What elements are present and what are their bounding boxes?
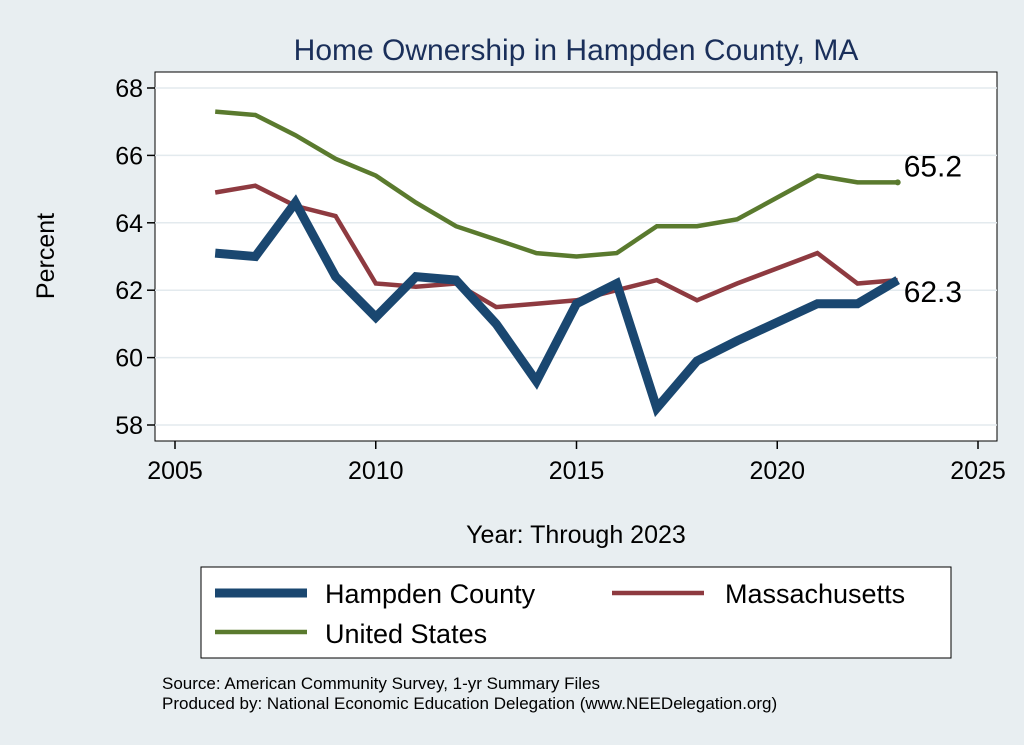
x-tick-label: 2020 — [749, 457, 805, 485]
y-tick-label: 60 — [115, 345, 143, 373]
legend: Hampden County Massachusetts United Stat… — [200, 566, 952, 659]
x-tick-label: 2015 — [549, 457, 605, 485]
legend-label-massachusetts: Massachusetts — [725, 579, 905, 609]
series-line-united-states — [215, 109, 898, 259]
end-label-hampden-county: 62.3 — [904, 276, 962, 309]
endpoint-marker-united-states — [894, 179, 901, 186]
x-tick-label: 2010 — [348, 457, 404, 485]
x-tick-label: 2025 — [950, 457, 1006, 485]
legend-label-hampden-county: Hampden County — [325, 579, 536, 609]
legend-label-united-states: United States — [325, 619, 487, 649]
chart-title: Home Ownership in Hampden County, MA — [294, 34, 859, 67]
y-tick-label: 58 — [115, 412, 143, 440]
series-line-massachusetts — [214, 183, 898, 310]
y-tick-label: 62 — [115, 277, 143, 305]
y-axis-title: Percent — [32, 213, 60, 299]
end-label-united-states: 65.2 — [904, 150, 962, 183]
axes: 58 60 62 64 66 68 2005 2010 2015 2020 2025 — [115, 75, 1006, 485]
x-axis-title: Year: Through 2023 — [466, 521, 686, 549]
y-tick-label: 66 — [115, 142, 143, 170]
producer-note: Produced by: National Economic Education… — [162, 694, 777, 713]
series-lines — [214, 109, 901, 418]
source-note: Source: American Community Survey, 1-yr … — [162, 674, 600, 693]
y-tick-label: 64 — [115, 210, 143, 238]
series-line-hampden-county — [214, 194, 900, 418]
gridlines — [155, 87, 997, 426]
y-tick-label: 68 — [115, 75, 143, 103]
end-labels: 65.2 62.3 — [904, 150, 962, 309]
legend-box — [200, 566, 952, 659]
x-tick-label: 2005 — [147, 457, 203, 485]
